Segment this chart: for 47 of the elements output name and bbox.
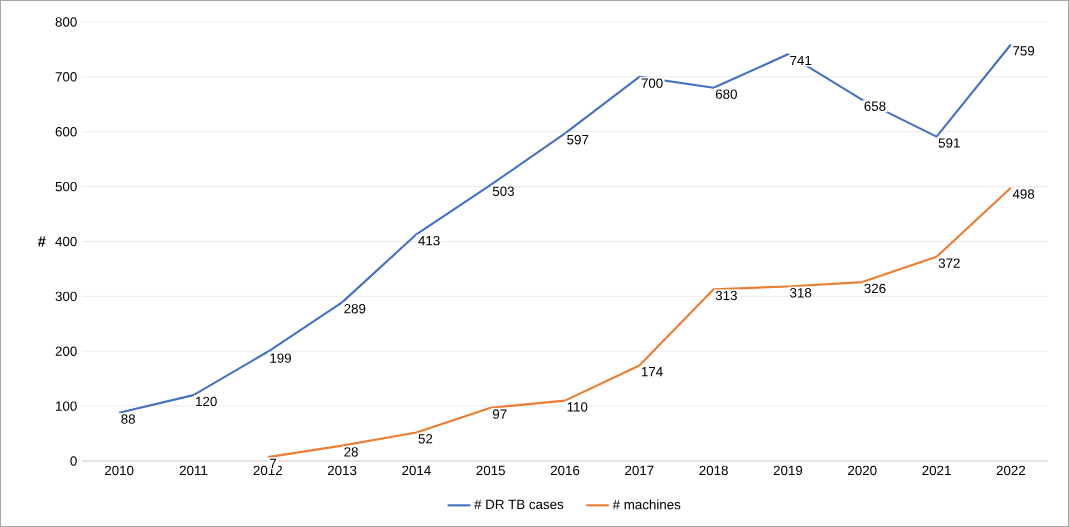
y-tick-label: 800 — [55, 17, 77, 27]
data-label: 658 — [864, 101, 886, 111]
data-label: 759 — [1013, 46, 1035, 56]
x-tick-label: 2022 — [996, 465, 1026, 476]
x-tick-label: 2015 — [476, 465, 505, 476]
x-tick-label: 2011 — [179, 465, 208, 476]
x-tick-label: 2021 — [922, 465, 951, 476]
y-tick-label: 100 — [56, 401, 77, 411]
x-tick-label: 2016 — [550, 465, 580, 476]
data-label: 199 — [270, 353, 291, 363]
x-tick-label: 2018 — [699, 465, 728, 476]
x-tick-label: 2019 — [773, 465, 803, 476]
y-tick-label: 300 — [55, 291, 77, 302]
y-tick-label: 0 — [70, 456, 77, 466]
legend-label: # machines — [612, 499, 681, 510]
y-tick-label: 500 — [55, 181, 77, 192]
x-tick-label: 2013 — [327, 465, 357, 476]
data-label: 741 — [790, 55, 812, 66]
data-label: 52 — [418, 434, 433, 444]
data-label: 498 — [1012, 189, 1035, 199]
data-label: 313 — [715, 290, 737, 301]
legend-label: # DR TB cases — [474, 499, 564, 510]
data-label: 289 — [344, 304, 366, 314]
data-label: 597 — [567, 134, 589, 145]
data-label: 680 — [715, 89, 737, 99]
data-label: 88 — [121, 414, 135, 424]
data-label: 413 — [418, 235, 440, 246]
x-tick-label: 2010 — [104, 465, 134, 476]
y-tick-label: 400 — [55, 236, 77, 247]
y-tick-label: 700 — [55, 72, 77, 82]
y-axis-title: # — [37, 236, 46, 247]
data-label: 700 — [641, 78, 663, 88]
data-label: 503 — [492, 186, 514, 196]
data-label: 326 — [864, 283, 886, 294]
data-label: 318 — [790, 288, 812, 298]
x-tick-label: 2014 — [402, 465, 431, 476]
y-tick-label: 200 — [55, 346, 77, 356]
data-label: 591 — [938, 138, 960, 148]
x-tick-label: 2020 — [848, 465, 877, 476]
y-tick-label: 600 — [55, 127, 77, 137]
data-label: 174 — [641, 367, 663, 377]
data-label: 97 — [492, 409, 507, 419]
data-label: 28 — [344, 447, 358, 457]
x-tick-label: 2017 — [625, 465, 654, 476]
data-label: 372 — [938, 258, 960, 268]
data-label: 120 — [196, 396, 217, 407]
data-label: 110 — [567, 402, 588, 412]
